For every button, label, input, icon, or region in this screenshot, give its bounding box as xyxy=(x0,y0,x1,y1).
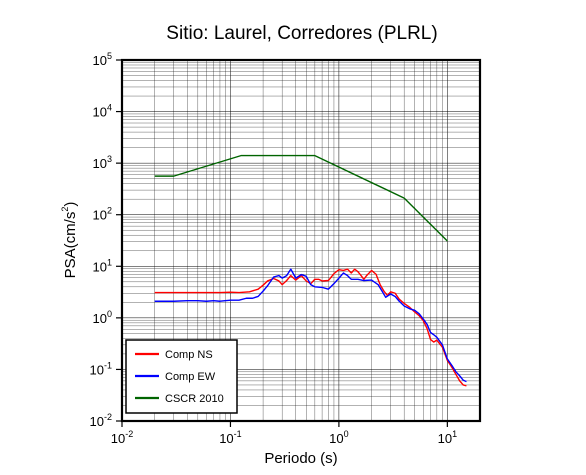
y-axis-label: PSA(cm/s2) xyxy=(60,202,79,279)
legend-label-comp-ew: Comp EW xyxy=(165,371,216,383)
y-tick-label: 104 xyxy=(93,103,112,120)
y-tick-base: 10 xyxy=(93,311,107,326)
x-tick-base: 10 xyxy=(111,431,125,446)
series-layer xyxy=(154,154,467,387)
y-tick-exponent: 0 xyxy=(107,309,112,319)
x-tick-base: 10 xyxy=(329,431,343,446)
y-tick-base: 10 xyxy=(93,259,107,274)
y-tick-label: 10-1 xyxy=(90,360,112,377)
y-tick-exponent: 1 xyxy=(107,257,112,267)
y-tick-label: 10-2 xyxy=(90,412,112,429)
y-tick-exponent: 2 xyxy=(107,206,112,216)
y-tick-base: 10 xyxy=(90,414,104,429)
x-tick-label: 10-1 xyxy=(219,429,241,446)
y-tick-exponent: 4 xyxy=(107,103,112,113)
legend: Comp NS Comp EW CSCR 2010 xyxy=(125,339,238,414)
x-tick-label: 100 xyxy=(329,429,348,446)
series-line-comp-ew xyxy=(154,268,467,383)
y-tick-label: 100 xyxy=(93,309,112,326)
y-tick-base: 10 xyxy=(93,53,107,68)
y-axis-label-sup: 2 xyxy=(60,207,70,212)
series-line-cscr-2010 xyxy=(154,154,448,242)
y-tick-label: 101 xyxy=(93,257,112,274)
x-tick-label: 10-2 xyxy=(111,429,133,446)
series-line-comp-ns xyxy=(154,268,467,387)
legend-label-cscr-2010: CSCR 2010 xyxy=(165,393,224,405)
plot-frame xyxy=(120,58,482,423)
x-tick-exponent: 1 xyxy=(452,429,457,439)
x-tick-exponent: 0 xyxy=(344,429,349,439)
y-tick-label: 103 xyxy=(93,154,112,171)
y-tick-base: 10 xyxy=(93,208,107,223)
y-tick-base: 10 xyxy=(93,105,107,120)
y-tick-exponent: 3 xyxy=(107,154,112,164)
y-tick-exponent: -2 xyxy=(104,412,112,422)
y-tick-exponent: 5 xyxy=(107,51,112,61)
x-tick-exponent: -1 xyxy=(234,429,242,439)
y-tick-label: 105 xyxy=(93,51,112,68)
legend-label-comp-ns: Comp NS xyxy=(165,349,213,361)
x-tick-label: 101 xyxy=(438,429,457,446)
x-axis-label: Periodo (s) xyxy=(264,450,337,467)
x-tick-exponent: -2 xyxy=(125,429,133,439)
grid xyxy=(121,59,481,422)
y-tick-base: 10 xyxy=(93,156,107,171)
y-tick-base: 10 xyxy=(90,362,104,377)
x-tick-base: 10 xyxy=(438,431,452,446)
chart-title: Sitio: Laurel, Corredores (PLRL) xyxy=(166,23,437,44)
y-tick-exponent: -1 xyxy=(104,360,112,370)
y-axis-label-suffix: ) xyxy=(62,202,79,207)
x-tick-base: 10 xyxy=(219,431,233,446)
y-axis-label-prefix: PSA(cm/s xyxy=(62,212,79,279)
y-tick-label: 102 xyxy=(93,206,112,223)
